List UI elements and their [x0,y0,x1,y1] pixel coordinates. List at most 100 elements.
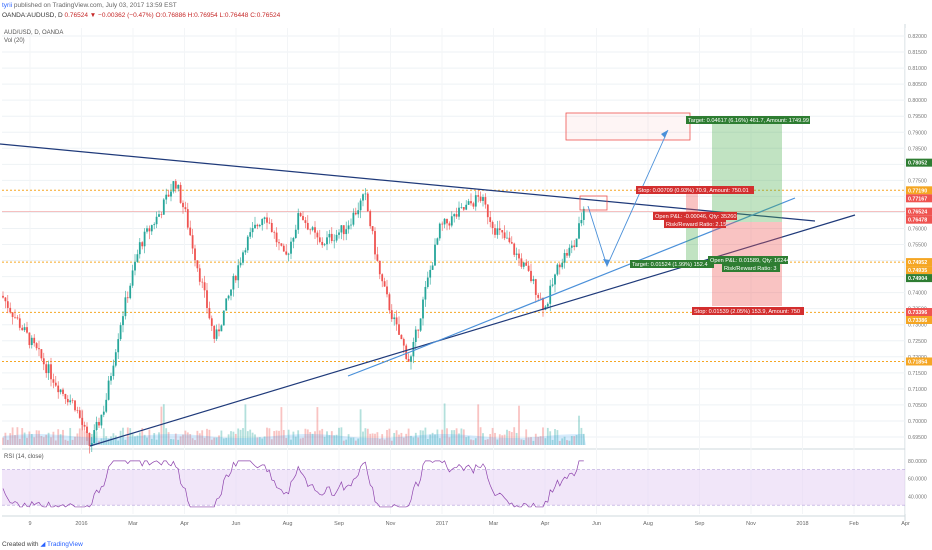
candle-body [256,224,259,227]
open-pnl-label-bg [653,212,737,220]
volume-bar [66,440,69,445]
candle-body [136,254,139,262]
volume-bar [566,440,568,445]
x-tick-label: Mar [489,521,499,527]
volume-bar [280,407,283,445]
volume-bar [429,434,432,445]
candle-body [554,274,556,285]
y-tick-label: 0.78500 [908,146,927,152]
target-label: Target: 0.04617 (6.16%) 461.7, Amount: 1… [688,118,809,124]
price-tag: 0.74952 [908,260,927,266]
volume-bar [431,432,434,445]
volume-bar [578,415,580,445]
volume-ma-area [3,434,586,445]
candle-body [18,318,21,328]
volume-bar [213,437,216,445]
chart-area[interactable]: 0.82000 0.81500 0.81000 0.80500 0.80000 0.795… [0,24,932,536]
candle-body [237,265,240,281]
volume-bar [479,427,482,445]
symbol-label: OANDA:AUDUSD, D [2,12,63,19]
volume-bar [398,434,400,445]
x-tick-label: Aug [283,521,293,527]
volume-bar [78,428,81,445]
volume-bar [376,432,379,445]
volume-bar [414,432,417,445]
price-tag-bg [906,258,932,267]
x-tick-label: Mar [128,521,138,527]
volume-bar [93,435,96,445]
candle-body [86,426,88,433]
candle-body [191,235,194,249]
volume-bar [210,439,213,445]
ascending-trendline [89,214,856,447]
target-label-2-bg [630,260,714,268]
candle-body [297,213,300,230]
candle-body [472,203,475,207]
candle-body [316,232,319,238]
candle-body [434,244,436,266]
volume-bar [570,435,573,445]
volume-bar [186,432,189,445]
volume-bar [390,440,393,445]
volume-bar [450,430,453,445]
volume-bar [261,438,264,445]
candle-body [38,348,40,350]
candle-body [388,294,391,311]
candle-body [196,260,199,269]
volume-bar [215,437,218,445]
candle-body [184,207,187,210]
volume-bar [64,439,67,445]
author-link[interactable]: tyrii [2,2,13,9]
candle-body [525,262,528,266]
tradingview-link[interactable]: TradingView [47,541,83,548]
volume-bar [503,434,506,445]
volume-bar [484,439,487,445]
candle-body [558,264,561,268]
volume-bar [273,431,276,445]
volume-bar [546,427,549,445]
volume-bar [244,404,247,445]
volume-bar [114,435,117,445]
price-tag: 0.77167 [908,196,927,202]
candle-body [129,285,132,299]
volume-bar [35,430,38,445]
candle-body [114,352,117,366]
descending-trendline [0,143,816,222]
volume-bar [254,434,256,445]
chart-svg[interactable]: 0.82000 0.81500 0.81000 0.80500 0.80000 0.795… [0,24,932,536]
candle-body [304,220,307,223]
price-tag: 0.73386 [908,318,927,324]
candle-body [162,199,165,215]
volume-bar [426,438,429,445]
x-tick-label: Nov [746,521,756,527]
volume-bar [184,430,187,445]
candle-body [2,295,4,298]
risk-reward-label-bg [664,220,726,228]
x-tick-label: Jun [592,521,601,527]
volume-bar [189,434,192,445]
candle-body [143,231,146,247]
y-tick-label: 0.79000 [908,130,927,136]
volume-bar [95,431,98,445]
candle-body [227,295,230,299]
volume-bar [302,437,304,445]
volume-bar [393,432,396,445]
candle-body [131,270,134,286]
candle-body [398,324,400,335]
volume-bar [57,429,60,445]
volume-bar [263,436,266,445]
candle-body [124,297,127,317]
volume-bar [258,437,261,445]
volume-bar [143,434,146,445]
candle-body [402,339,405,346]
candle-body [551,284,554,286]
volume-bar [314,431,316,445]
candle-body [539,297,542,299]
volume-bar [162,404,165,445]
volume-bar [537,436,540,445]
candle-body [383,281,386,287]
volume-bar [203,437,206,445]
volume-bar [412,437,415,445]
volume-bar [141,428,144,445]
channel-extension-line [347,351,411,377]
